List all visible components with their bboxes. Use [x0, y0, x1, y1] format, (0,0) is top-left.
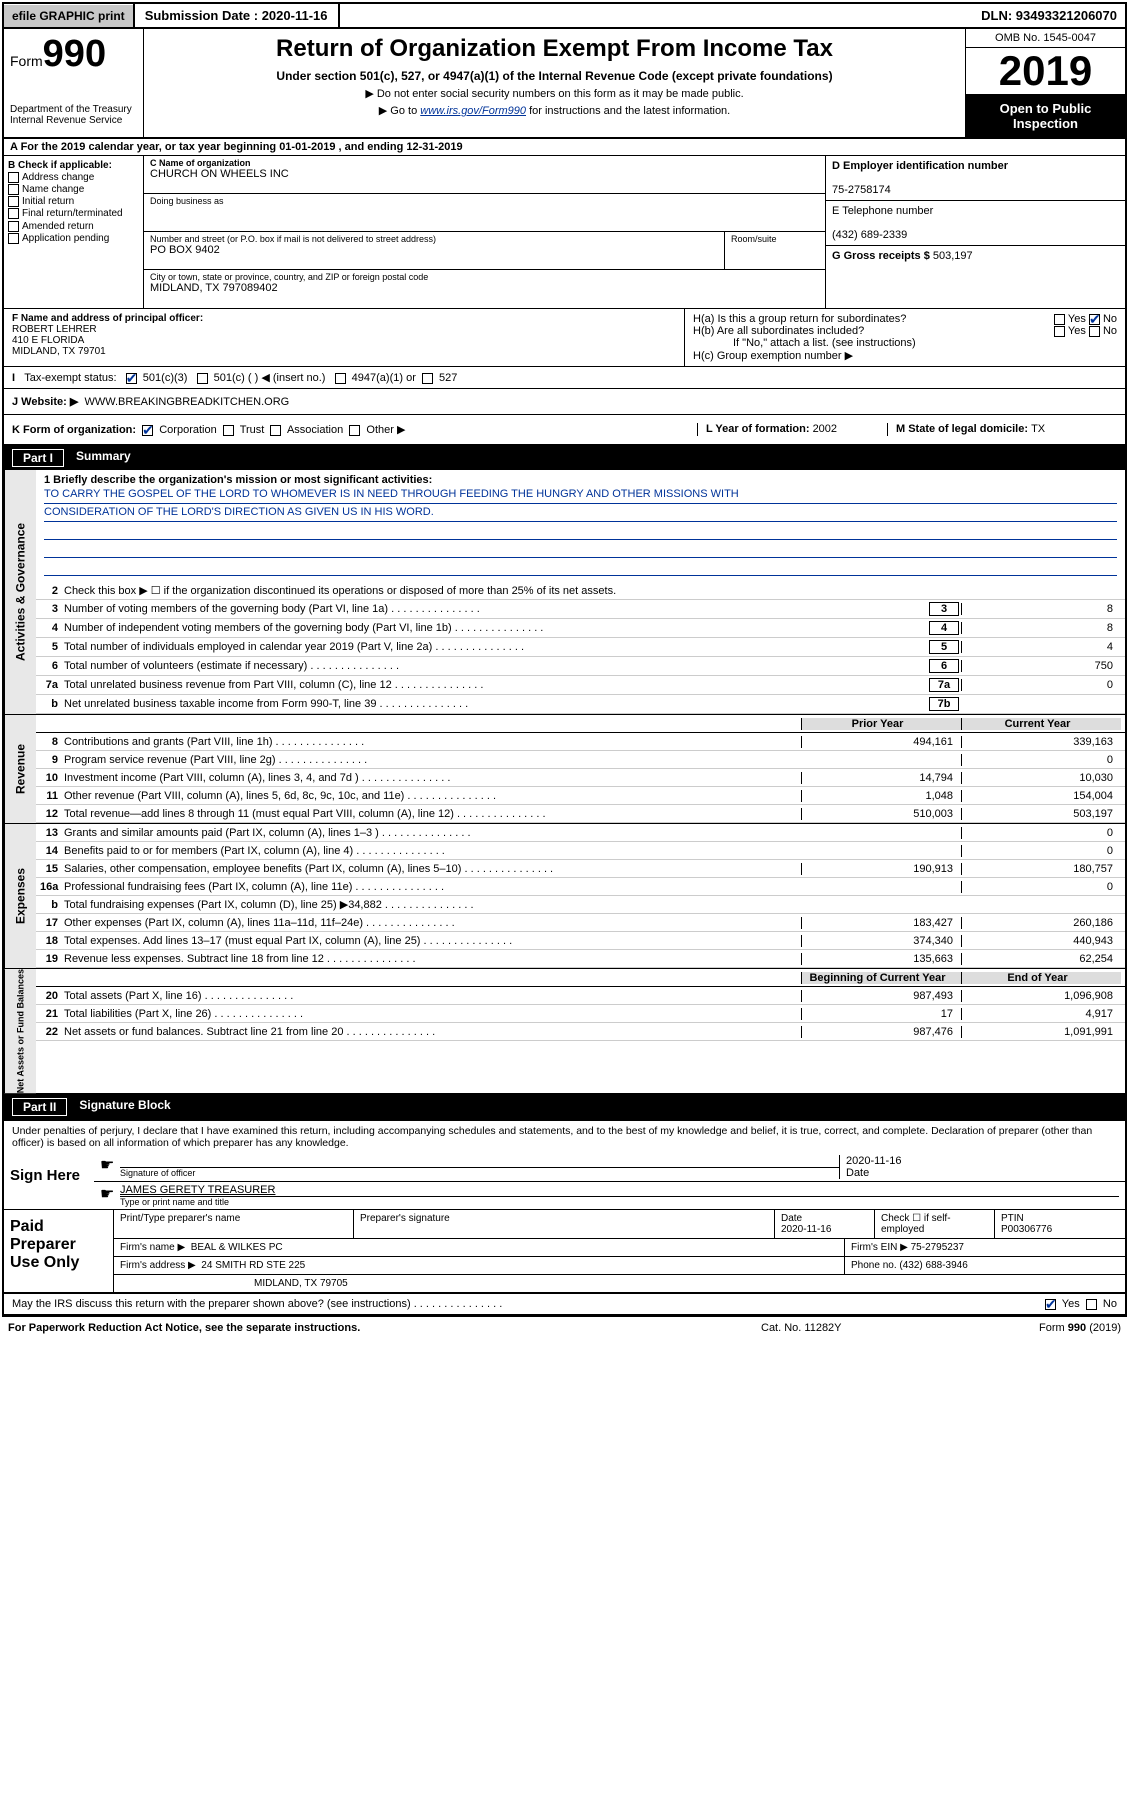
- omb: OMB No. 1545-0047: [966, 29, 1125, 48]
- side-revenue: Revenue: [4, 715, 36, 823]
- dept: Department of the Treasury: [10, 104, 137, 115]
- city: MIDLAND, TX 797089402: [150, 282, 819, 294]
- side-expenses: Expenses: [4, 824, 36, 968]
- line-22: 22Net assets or fund balances. Subtract …: [36, 1023, 1125, 1041]
- side-activities: Activities & Governance: [4, 470, 36, 714]
- firm-ein: 75-2795237: [911, 1242, 964, 1253]
- side-netassets: Net Assets or Fund Balances: [4, 969, 36, 1093]
- irs-link[interactable]: www.irs.gov/Form990: [420, 105, 526, 117]
- form-number: Form990: [10, 33, 137, 76]
- mission: 1 Briefly describe the organization's mi…: [36, 470, 1125, 582]
- col-h: H(a) Is this a group return for subordin…: [685, 309, 1125, 366]
- line-10: 10Investment income (Part VIII, column (…: [36, 769, 1125, 787]
- firm-addr: 24 SMITH RD STE 225: [201, 1260, 305, 1271]
- note-link: ▶ Go to www.irs.gov/Form990 for instruct…: [148, 104, 961, 117]
- line-a: A For the 2019 calendar year, or tax yea…: [4, 139, 1125, 156]
- open-public: Open to Public Inspection: [966, 95, 1125, 137]
- addr-label: Number and street (or P.O. box if mail i…: [150, 234, 718, 244]
- line-20: 20Total assets (Part X, line 16)987,4931…: [36, 987, 1125, 1005]
- firm-phone: (432) 688-3946: [899, 1260, 967, 1271]
- row-k: K Form of organization: Corporation Trus…: [4, 415, 1125, 446]
- sign-here: Sign Here: [4, 1153, 94, 1209]
- line-14: 14Benefits paid to or for members (Part …: [36, 842, 1125, 860]
- line-21: 21Total liabilities (Part X, line 26)174…: [36, 1005, 1125, 1023]
- line-6: 6Total number of volunteers (estimate if…: [36, 657, 1125, 676]
- line-13: 13Grants and similar amounts paid (Part …: [36, 824, 1125, 842]
- gross-label: G Gross receipts $: [832, 250, 933, 262]
- col-f: F Name and address of principal officer:…: [4, 309, 685, 366]
- may-discuss: May the IRS discuss this return with the…: [12, 1298, 977, 1310]
- footer-right: Form 990 (2019): [961, 1322, 1121, 1334]
- line-16a: 16aProfessional fundraising fees (Part I…: [36, 878, 1125, 896]
- part2-header: Part IISignature Block: [4, 1095, 1125, 1119]
- phone: (432) 689-2339: [832, 229, 907, 241]
- signature-declaration: Under penalties of perjury, I declare th…: [4, 1119, 1125, 1153]
- sig-officer-label: Signature of officer: [120, 1167, 839, 1178]
- irs: Internal Revenue Service: [10, 115, 137, 126]
- col-b: B Check if applicable: Address change Na…: [4, 156, 144, 308]
- firm-name: BEAL & WILKES PC: [191, 1242, 283, 1253]
- paid-preparer: Paid Preparer Use Only: [4, 1210, 114, 1292]
- col-current-year: Current Year: [961, 718, 1121, 730]
- form-title: Return of Organization Exempt From Incom…: [148, 35, 961, 63]
- sig-name: JAMES GERETY TREASURER: [120, 1184, 275, 1196]
- row-i: I Tax-exempt status: 501(c)(3) 501(c) ( …: [4, 367, 1125, 389]
- footer-center: Cat. No. 11282Y: [761, 1322, 961, 1334]
- line-19: 19Revenue less expenses. Subtract line 1…: [36, 950, 1125, 968]
- line-17: 17Other expenses (Part IX, column (A), l…: [36, 914, 1125, 932]
- col-beg-year: Beginning of Current Year: [801, 972, 961, 984]
- org-name-label: C Name of organization: [150, 158, 819, 168]
- part1-header: Part ISummary: [4, 446, 1125, 470]
- col-prior-year: Prior Year: [801, 718, 961, 730]
- ein-label: D Employer identification number: [832, 160, 1008, 172]
- ein: 75-2758174: [832, 184, 891, 196]
- dln: DLN: 93493321206070: [973, 4, 1125, 27]
- addr: PO BOX 9402: [150, 244, 718, 256]
- line-15: 15Salaries, other compensation, employee…: [36, 860, 1125, 878]
- city-label: City or town, state or province, country…: [150, 272, 819, 282]
- efile-label: efile GRAPHIC print: [4, 5, 133, 27]
- line-8: 8Contributions and grants (Part VIII, li…: [36, 733, 1125, 751]
- dba-label: Doing business as: [150, 196, 819, 206]
- line-18: 18Total expenses. Add lines 13–17 (must …: [36, 932, 1125, 950]
- line-3: 3Number of voting members of the governi…: [36, 600, 1125, 619]
- line-b: bTotal fundraising expenses (Part IX, co…: [36, 896, 1125, 914]
- sig-date: 2020-11-16: [846, 1155, 901, 1167]
- tax-year: 2019: [966, 48, 1125, 95]
- website: J Website: ▶ WWW.BREAKINGBREADKITCHEN.OR…: [12, 395, 1117, 408]
- line-5: 5Total number of individuals employed in…: [36, 638, 1125, 657]
- col-end-year: End of Year: [961, 972, 1121, 984]
- note-ssn: ▶ Do not enter social security numbers o…: [148, 87, 961, 100]
- line-7a: 7aTotal unrelated business revenue from …: [36, 676, 1125, 695]
- footer-left: For Paperwork Reduction Act Notice, see …: [8, 1322, 761, 1334]
- gross: 503,197: [933, 250, 973, 262]
- room-label: Room/suite: [725, 232, 825, 269]
- line-b: bNet unrelated business taxable income f…: [36, 695, 1125, 714]
- line-4: 4Number of independent voting members of…: [36, 619, 1125, 638]
- line-2: 2Check this box ▶ ☐ if the organization …: [36, 582, 1125, 600]
- line-11: 11Other revenue (Part VIII, column (A), …: [36, 787, 1125, 805]
- submission-date: Submission Date : 2020-11-16: [133, 4, 340, 27]
- phone-label: E Telephone number: [832, 205, 933, 217]
- form-subtitle: Under section 501(c), 527, or 4947(a)(1)…: [148, 69, 961, 83]
- line-9: 9Program service revenue (Part VIII, lin…: [36, 751, 1125, 769]
- firm-addr2: MIDLAND, TX 79705: [254, 1278, 348, 1289]
- line-12: 12Total revenue—add lines 8 through 11 (…: [36, 805, 1125, 823]
- org-name: CHURCH ON WHEELS INC: [150, 168, 819, 180]
